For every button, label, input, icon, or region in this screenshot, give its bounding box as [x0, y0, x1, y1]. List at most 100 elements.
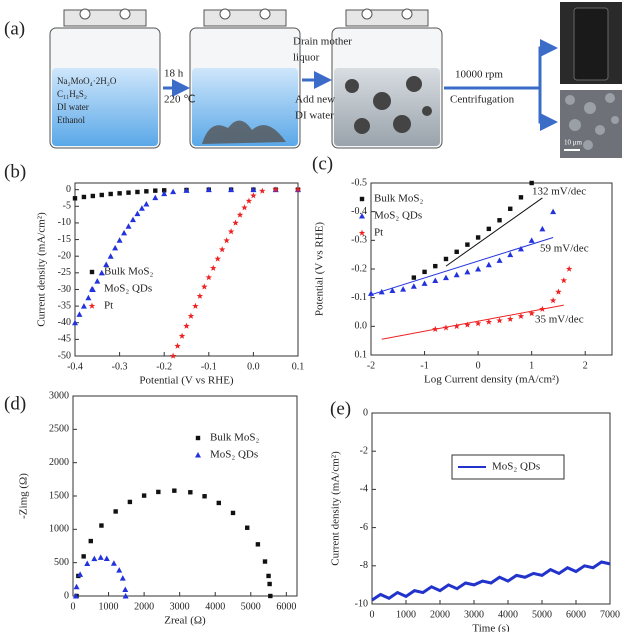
marker-square	[202, 494, 207, 499]
marker-star	[218, 246, 226, 253]
x-tick-label: 7000	[600, 609, 620, 620]
marker-triangle	[94, 278, 101, 284]
legend-label: Bulk MoS₂	[210, 432, 260, 444]
marker-square	[529, 180, 534, 186]
step-text: 220 ℃	[164, 94, 196, 106]
x-tick-label: 3000	[170, 601, 190, 612]
y-tick-label: 1000	[49, 524, 69, 535]
legend-label: Bulk MoS₂	[104, 266, 154, 278]
x-tick-label: 0	[71, 601, 76, 612]
marker-triangle	[152, 194, 159, 201]
x-axis-title: Potential (V vs RHE)	[139, 375, 234, 387]
marker-triangle	[400, 286, 407, 292]
marker-triangle	[116, 237, 123, 243]
marker-triangle	[368, 290, 374, 296]
marker-triangle	[250, 186, 257, 193]
legend-marker	[359, 196, 365, 202]
y-tick-label: -0.5	[351, 177, 367, 188]
x-tick-label: 1	[529, 360, 534, 371]
x-tick-label: 1000	[396, 609, 416, 620]
marker-square	[153, 188, 158, 193]
x-tick-label: -1	[420, 360, 428, 371]
marker-square	[127, 499, 133, 505]
x-tick-label: -0.1	[201, 361, 217, 372]
marker-square	[144, 189, 149, 194]
marker-triangle	[77, 571, 84, 577]
y-tick-label: -45	[58, 334, 71, 345]
marker-star	[210, 264, 217, 271]
marker-triangle	[112, 244, 119, 251]
marker-square	[508, 206, 513, 211]
x-axis-title: Log Current density (mA/cm²)	[424, 374, 559, 386]
marker-triangle	[91, 555, 98, 562]
step-text: liquor	[293, 52, 320, 64]
marker-star	[539, 305, 546, 312]
liquid	[52, 68, 158, 146]
y-tick-label: 2000	[49, 457, 69, 468]
marker-triangle	[84, 560, 91, 567]
cap-knob	[361, 8, 373, 20]
solution-text: C₁₁H₈S₂	[57, 89, 87, 99]
marker-triangle	[98, 269, 105, 276]
marker-star	[432, 325, 439, 332]
x-tick-label: 4000	[498, 609, 518, 620]
plot-frame	[371, 412, 611, 605]
marker-square	[188, 490, 193, 495]
marker-star	[169, 352, 177, 359]
fit-line	[445, 197, 543, 267]
marker-star	[192, 302, 199, 309]
y-tick-label: -10	[355, 598, 368, 609]
marker-triangle	[507, 251, 514, 258]
plot-frame	[74, 182, 299, 357]
marker-square	[88, 538, 93, 544]
y-tick-label: -2	[360, 445, 368, 456]
annotation: 35 mV/dec	[535, 314, 584, 326]
x-tick-label: 6000	[566, 609, 586, 620]
x-tick-label: -2	[367, 360, 375, 371]
marker-triangle	[517, 245, 524, 252]
sem-texture	[565, 93, 619, 150]
marker-triangle	[107, 253, 114, 259]
marker-square	[255, 542, 261, 547]
marker-triangle	[485, 261, 492, 268]
legend-label: MoS₂ QDs	[492, 461, 540, 473]
marker-star	[250, 192, 257, 199]
fit-line	[370, 236, 554, 296]
marker-star	[272, 186, 279, 193]
x-tick-label: 0.0	[247, 361, 260, 372]
marker-star	[223, 237, 230, 244]
marker-square	[90, 193, 96, 199]
marker-triangle	[389, 287, 396, 293]
step-text: 18 h	[164, 68, 184, 80]
x-tick-label: 4000	[205, 601, 225, 612]
y-tick-label: 0	[64, 590, 69, 601]
marker-star	[517, 312, 525, 320]
marker-triangle	[442, 274, 449, 281]
x-tick-label: 2000	[430, 609, 450, 620]
marker-square	[126, 190, 131, 195]
marker-star	[294, 186, 302, 193]
marker-square	[156, 489, 161, 495]
marker-star	[560, 277, 568, 284]
cap	[203, 9, 287, 27]
marker-triangle	[97, 554, 104, 560]
scale-bar-label: 10 μm	[564, 139, 583, 147]
x-tick-label: 5000	[532, 609, 552, 620]
marker-star	[187, 312, 195, 319]
marker-square	[465, 242, 470, 247]
x-axis-title: Time (s)	[472, 623, 510, 632]
x-tick-label: 6000	[276, 601, 296, 612]
y-tick-label: 0.1	[355, 349, 368, 360]
marker-star	[555, 288, 562, 295]
y-axis-title: Current density (mA/cm²)	[330, 451, 342, 566]
marker-square	[475, 235, 481, 240]
step-text: Add new	[295, 94, 335, 106]
marker-triangle	[143, 200, 150, 207]
x-tick-label: 0	[476, 360, 481, 371]
vial	[573, 7, 609, 81]
x-tick-label: 0	[370, 609, 375, 620]
legend-marker	[195, 452, 201, 458]
x-tick-label: 3000	[464, 609, 484, 620]
marker-square	[113, 509, 118, 514]
marker-star	[174, 342, 181, 349]
